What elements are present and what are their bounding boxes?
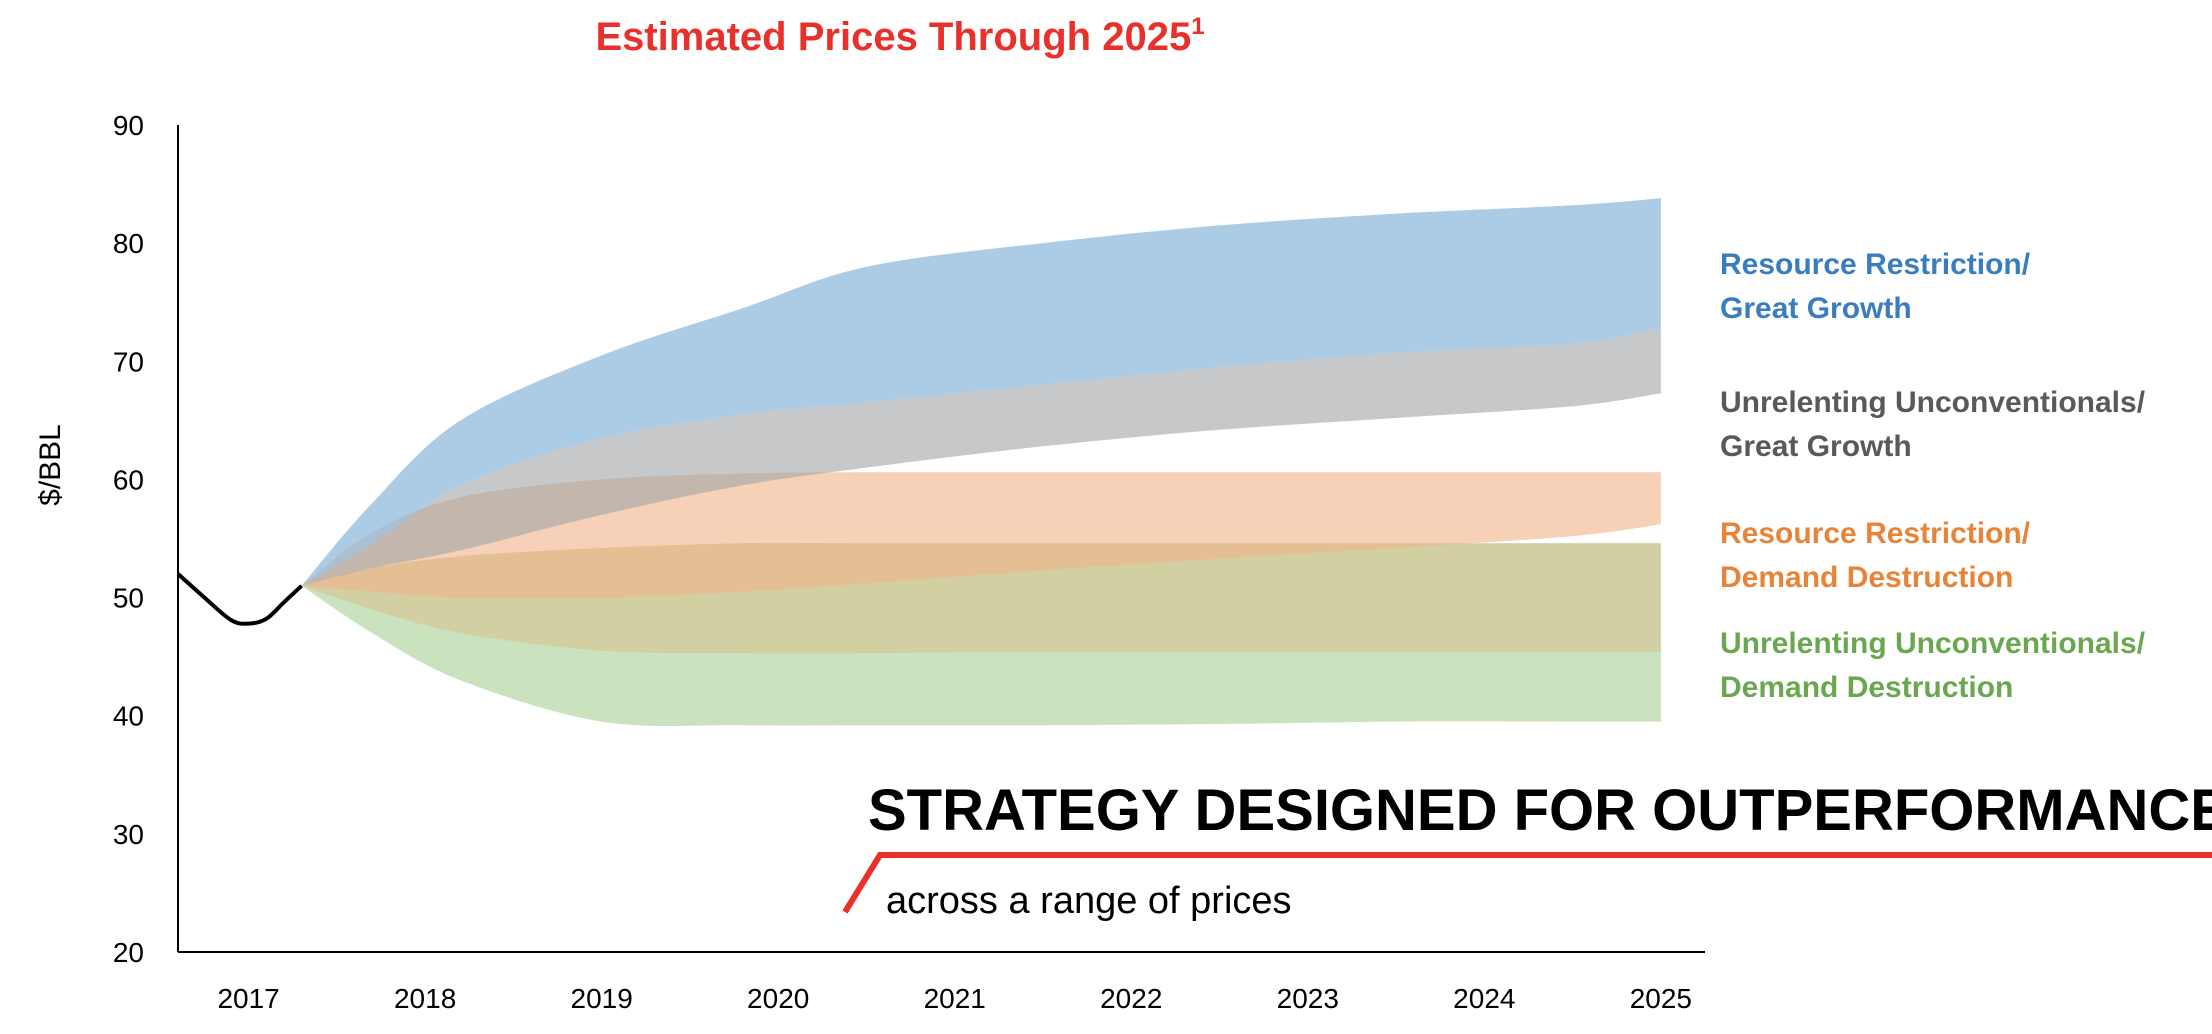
y-tick-label: 90 — [113, 110, 144, 141]
y-axis-label: $/BBL — [34, 424, 67, 506]
strategy-subline: across a range of prices — [886, 880, 1292, 922]
y-tick-label: 50 — [113, 583, 144, 614]
legend-entry-line: Demand Destruction — [1720, 671, 2013, 704]
y-axis-ticks: 20 30 40 50 60 70 80 90 — [113, 110, 144, 968]
chart-title-superscript: 1 — [1191, 13, 1204, 40]
chart-title: Estimated Prices Through 20251 — [595, 13, 1204, 59]
legend-entry-line: Resource Restriction/ — [1720, 517, 2031, 550]
legend: Resource Restriction/Great GrowthUnrelen… — [1720, 248, 2146, 704]
legend-entry-line: Resource Restriction/ — [1720, 248, 2031, 281]
y-tick-label: 60 — [113, 464, 144, 495]
legend-entry-line: Unrelenting Unconventionals/ — [1720, 627, 2146, 660]
strategy-headline: STRATEGY DESIGNED FOR OUTPERFORMANCE — [868, 778, 2212, 843]
legend-entry: Resource Restriction/Demand Destruction — [1720, 517, 2031, 594]
x-tick-label: 2024 — [1453, 983, 1515, 1014]
x-tick-label: 2017 — [217, 983, 279, 1014]
chart-title-text: Estimated Prices Through 2025 — [595, 15, 1191, 59]
legend-entry: Resource Restriction/Great Growth — [1720, 248, 2031, 325]
x-tick-label: 2020 — [747, 983, 809, 1014]
legend-entry-line: Unrelenting Unconventionals/ — [1720, 386, 2146, 419]
y-tick-label: 20 — [113, 937, 144, 968]
y-tick-label: 80 — [113, 228, 144, 259]
scenario-bands — [301, 198, 1661, 726]
strategy-annotation: STRATEGY DESIGNED FOR OUTPERFORMANCE acr… — [842, 778, 2212, 922]
x-tick-label: 2019 — [571, 983, 633, 1014]
band-unrelenting-unconventionals-great-growth — [301, 328, 1661, 586]
legend-entry: Unrelenting Unconventionals/Great Growth — [1720, 386, 2146, 463]
y-tick-label: 30 — [113, 819, 144, 850]
y-tick-label: 40 — [113, 701, 144, 732]
y-tick-label: 70 — [113, 346, 144, 377]
x-tick-label: 2025 — [1630, 983, 1692, 1014]
legend-entry-line: Great Growth — [1720, 292, 1912, 325]
historical-price-line — [176, 572, 303, 626]
x-axis-ticks: 2017 2018 2019 2020 2021 2022 2023 2024 2025 — [217, 983, 1692, 1014]
x-tick-label: 2023 — [1277, 983, 1339, 1014]
x-tick-label: 2018 — [394, 983, 456, 1014]
x-tick-label: 2021 — [924, 983, 986, 1014]
accent-underline — [842, 852, 2212, 914]
band-resource-restriction-great-growth — [301, 198, 1661, 586]
legend-entry-line: Great Growth — [1720, 430, 1912, 463]
legend-entry: Unrelenting Unconventionals/Demand Destr… — [1720, 627, 2146, 704]
x-tick-label: 2022 — [1100, 983, 1162, 1014]
legend-entry-line: Demand Destruction — [1720, 561, 2013, 594]
